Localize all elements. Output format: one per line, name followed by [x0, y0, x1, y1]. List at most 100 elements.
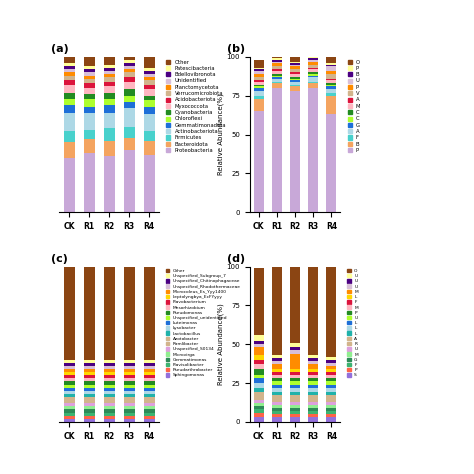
Bar	[254, 406, 264, 410]
Bar	[254, 392, 264, 397]
Bar	[272, 382, 282, 384]
Bar	[308, 73, 318, 74]
Bar	[272, 355, 282, 358]
Bar	[308, 408, 318, 411]
Bar	[327, 90, 337, 92]
Bar	[272, 71, 282, 74]
Bar	[144, 114, 155, 131]
Bar	[144, 375, 155, 378]
Bar	[144, 107, 155, 114]
Bar	[144, 400, 155, 403]
Bar	[144, 266, 155, 360]
Bar	[124, 96, 135, 102]
Bar	[84, 372, 95, 375]
Bar	[272, 83, 282, 88]
Bar	[308, 399, 318, 401]
Bar	[254, 96, 264, 99]
Bar	[144, 74, 155, 77]
Bar	[290, 354, 300, 369]
Bar	[124, 382, 135, 384]
Bar	[64, 419, 75, 422]
Bar	[104, 394, 115, 397]
Bar	[124, 102, 135, 108]
Bar	[144, 369, 155, 372]
Bar	[104, 57, 115, 64]
Bar	[104, 71, 115, 74]
Bar	[124, 410, 135, 412]
Bar	[327, 96, 337, 114]
Bar	[327, 85, 337, 86]
Bar	[64, 57, 75, 63]
Bar	[124, 412, 135, 416]
Bar	[104, 375, 115, 378]
Bar	[64, 366, 75, 369]
Bar	[272, 399, 282, 401]
Bar	[64, 375, 75, 378]
Bar	[327, 80, 337, 83]
Bar	[84, 382, 95, 384]
Bar	[290, 69, 300, 73]
Legend: O, U, U, U, M, L, F, M, P, U, L, L, L, A, R, U, M, G, F, P, S: O, U, U, U, M, L, F, M, P, U, L, L, L, A…	[347, 269, 358, 377]
Bar	[124, 108, 135, 127]
Bar	[104, 391, 115, 394]
Bar	[272, 74, 282, 75]
Bar	[124, 400, 135, 403]
Bar	[64, 142, 75, 158]
Bar	[144, 372, 155, 375]
Bar	[254, 341, 264, 344]
Bar	[64, 397, 75, 400]
Bar	[84, 88, 95, 94]
Bar	[254, 71, 264, 74]
Bar	[64, 158, 75, 212]
Bar	[254, 417, 264, 422]
Bar	[124, 375, 135, 378]
Bar	[327, 92, 337, 96]
Bar	[272, 79, 282, 82]
Bar	[290, 73, 300, 74]
Bar	[254, 344, 264, 347]
Bar	[84, 400, 95, 403]
Bar	[64, 113, 75, 131]
Bar	[104, 360, 115, 363]
Bar	[84, 57, 95, 66]
Bar	[327, 64, 337, 66]
Bar	[124, 82, 135, 90]
Bar	[144, 131, 155, 141]
Bar	[64, 394, 75, 397]
Bar	[124, 266, 135, 360]
Bar	[327, 388, 337, 392]
Bar	[104, 378, 115, 382]
Bar	[308, 88, 318, 212]
Bar	[104, 141, 115, 156]
Bar	[124, 66, 135, 69]
Bar	[124, 372, 135, 375]
Bar	[144, 406, 155, 410]
Bar	[254, 400, 264, 403]
Bar	[290, 85, 300, 86]
Bar	[144, 366, 155, 369]
Bar	[290, 79, 300, 80]
Bar	[308, 384, 318, 388]
Bar	[308, 60, 318, 62]
Bar	[272, 388, 282, 392]
Bar	[254, 91, 264, 96]
Bar	[124, 60, 135, 63]
Bar	[327, 417, 337, 422]
Bar	[327, 83, 337, 85]
Bar	[308, 69, 318, 73]
Bar	[64, 382, 75, 384]
Bar	[84, 384, 95, 388]
Bar	[84, 79, 95, 83]
Bar	[308, 77, 318, 82]
Bar	[308, 75, 318, 77]
Bar	[290, 392, 300, 395]
Bar	[327, 378, 337, 382]
Bar	[104, 86, 115, 92]
Bar	[308, 395, 318, 399]
Bar	[144, 155, 155, 212]
Bar	[327, 86, 337, 90]
Bar	[124, 419, 135, 422]
Bar	[327, 414, 337, 417]
Bar	[124, 369, 135, 372]
Bar	[290, 63, 300, 64]
